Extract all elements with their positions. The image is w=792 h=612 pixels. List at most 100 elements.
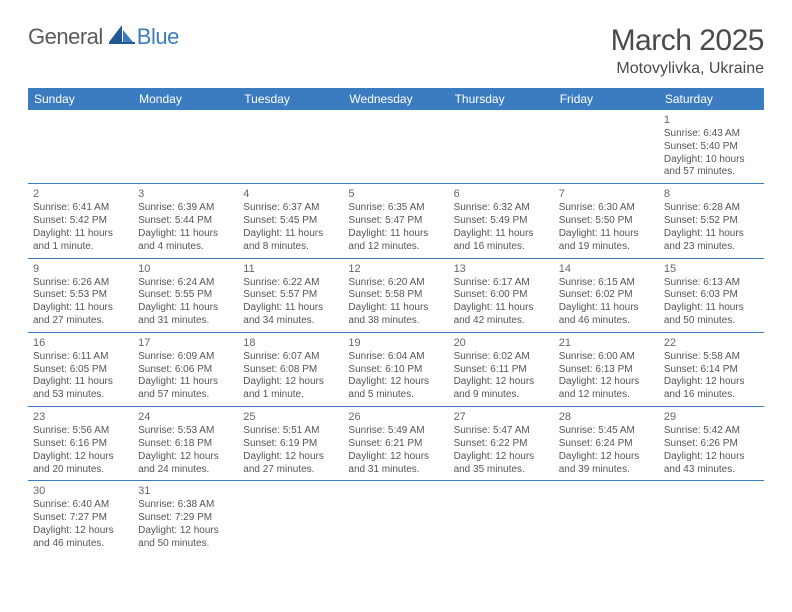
day-daylight: Daylight: 12 hours and 9 minutes.: [454, 376, 549, 402]
logo-text-blue: Blue: [137, 24, 179, 50]
logo: General Blue: [28, 24, 179, 50]
day-sunrise: Sunrise: 6:20 AM: [348, 277, 443, 290]
calendar-day-empty: [449, 481, 554, 555]
day-sunrise: Sunrise: 6:13 AM: [664, 277, 759, 290]
day-sunset: Sunset: 6:26 PM: [664, 438, 759, 451]
day-daylight: Daylight: 12 hours and 16 minutes.: [664, 376, 759, 402]
day-sunset: Sunset: 5:44 PM: [138, 215, 233, 228]
day-number: 8: [664, 187, 759, 201]
calendar-day: 18Sunrise: 6:07 AMSunset: 6:08 PMDayligh…: [238, 332, 343, 406]
day-header: Friday: [554, 88, 659, 110]
calendar-day: 29Sunrise: 5:42 AMSunset: 6:26 PMDayligh…: [659, 407, 764, 481]
day-number: 17: [138, 336, 233, 350]
day-daylight: Daylight: 12 hours and 20 minutes.: [33, 451, 128, 477]
day-sunrise: Sunrise: 6:11 AM: [33, 351, 128, 364]
location: Motovylivka, Ukraine: [611, 60, 764, 78]
day-number: 14: [559, 262, 654, 276]
logo-sail-icon: [109, 25, 135, 50]
day-number: 5: [348, 187, 443, 201]
title-block: March 2025 Motovylivka, Ukraine: [611, 24, 764, 78]
calendar-day: 27Sunrise: 5:47 AMSunset: 6:22 PMDayligh…: [449, 407, 554, 481]
calendar-day-empty: [449, 110, 554, 184]
day-daylight: Daylight: 11 hours and 23 minutes.: [664, 228, 759, 254]
day-sunrise: Sunrise: 6:15 AM: [559, 277, 654, 290]
calendar-day: 25Sunrise: 5:51 AMSunset: 6:19 PMDayligh…: [238, 407, 343, 481]
day-number: 25: [243, 410, 338, 424]
calendar-day: 7Sunrise: 6:30 AMSunset: 5:50 PMDaylight…: [554, 184, 659, 258]
day-sunset: Sunset: 5:45 PM: [243, 215, 338, 228]
calendar-day: 24Sunrise: 5:53 AMSunset: 6:18 PMDayligh…: [133, 407, 238, 481]
day-sunset: Sunset: 6:14 PM: [664, 364, 759, 377]
day-daylight: Daylight: 12 hours and 31 minutes.: [348, 451, 443, 477]
calendar-day: 8Sunrise: 6:28 AMSunset: 5:52 PMDaylight…: [659, 184, 764, 258]
day-sunrise: Sunrise: 6:38 AM: [138, 499, 233, 512]
day-daylight: Daylight: 10 hours and 57 minutes.: [664, 154, 759, 180]
day-sunrise: Sunrise: 6:30 AM: [559, 202, 654, 215]
calendar-day-empty: [238, 481, 343, 555]
day-sunrise: Sunrise: 6:09 AM: [138, 351, 233, 364]
day-sunrise: Sunrise: 6:39 AM: [138, 202, 233, 215]
day-sunrise: Sunrise: 6:00 AM: [559, 351, 654, 364]
calendar-day: 26Sunrise: 5:49 AMSunset: 6:21 PMDayligh…: [343, 407, 448, 481]
day-sunrise: Sunrise: 6:35 AM: [348, 202, 443, 215]
day-header: Tuesday: [238, 88, 343, 110]
day-sunrise: Sunrise: 6:26 AM: [33, 277, 128, 290]
day-sunset: Sunset: 6:16 PM: [33, 438, 128, 451]
day-daylight: Daylight: 11 hours and 53 minutes.: [33, 376, 128, 402]
day-sunset: Sunset: 5:47 PM: [348, 215, 443, 228]
day-number: 3: [138, 187, 233, 201]
day-sunrise: Sunrise: 6:04 AM: [348, 351, 443, 364]
day-number: 4: [243, 187, 338, 201]
day-sunset: Sunset: 5:55 PM: [138, 289, 233, 302]
day-sunset: Sunset: 6:22 PM: [454, 438, 549, 451]
calendar-day: 31Sunrise: 6:38 AMSunset: 7:29 PMDayligh…: [133, 481, 238, 555]
day-number: 30: [33, 484, 128, 498]
day-sunrise: Sunrise: 5:47 AM: [454, 425, 549, 438]
day-sunset: Sunset: 6:21 PM: [348, 438, 443, 451]
day-header: Wednesday: [343, 88, 448, 110]
day-sunrise: Sunrise: 6:22 AM: [243, 277, 338, 290]
day-daylight: Daylight: 12 hours and 35 minutes.: [454, 451, 549, 477]
day-daylight: Daylight: 11 hours and 4 minutes.: [138, 228, 233, 254]
day-sunrise: Sunrise: 5:42 AM: [664, 425, 759, 438]
day-number: 2: [33, 187, 128, 201]
calendar-day: 21Sunrise: 6:00 AMSunset: 6:13 PMDayligh…: [554, 332, 659, 406]
day-sunrise: Sunrise: 6:40 AM: [33, 499, 128, 512]
day-sunset: Sunset: 5:58 PM: [348, 289, 443, 302]
day-header: Sunday: [28, 88, 133, 110]
calendar-day: 5Sunrise: 6:35 AMSunset: 5:47 PMDaylight…: [343, 184, 448, 258]
day-sunset: Sunset: 6:03 PM: [664, 289, 759, 302]
calendar-week: 1Sunrise: 6:43 AMSunset: 5:40 PMDaylight…: [28, 110, 764, 184]
day-header: Monday: [133, 88, 238, 110]
day-daylight: Daylight: 11 hours and 19 minutes.: [559, 228, 654, 254]
day-sunset: Sunset: 6:02 PM: [559, 289, 654, 302]
day-sunrise: Sunrise: 6:37 AM: [243, 202, 338, 215]
calendar-day: 22Sunrise: 5:58 AMSunset: 6:14 PMDayligh…: [659, 332, 764, 406]
day-number: 1: [664, 113, 759, 127]
day-number: 15: [664, 262, 759, 276]
day-number: 31: [138, 484, 233, 498]
day-sunrise: Sunrise: 6:17 AM: [454, 277, 549, 290]
day-number: 10: [138, 262, 233, 276]
day-daylight: Daylight: 11 hours and 42 minutes.: [454, 302, 549, 328]
calendar-day-empty: [343, 481, 448, 555]
day-sunrise: Sunrise: 6:07 AM: [243, 351, 338, 364]
calendar-day: 15Sunrise: 6:13 AMSunset: 6:03 PMDayligh…: [659, 258, 764, 332]
day-sunset: Sunset: 6:06 PM: [138, 364, 233, 377]
day-sunset: Sunset: 6:08 PM: [243, 364, 338, 377]
calendar-day: 28Sunrise: 5:45 AMSunset: 6:24 PMDayligh…: [554, 407, 659, 481]
day-sunrise: Sunrise: 6:32 AM: [454, 202, 549, 215]
calendar-day: 4Sunrise: 6:37 AMSunset: 5:45 PMDaylight…: [238, 184, 343, 258]
day-daylight: Daylight: 11 hours and 57 minutes.: [138, 376, 233, 402]
day-daylight: Daylight: 11 hours and 8 minutes.: [243, 228, 338, 254]
calendar-day: 17Sunrise: 6:09 AMSunset: 6:06 PMDayligh…: [133, 332, 238, 406]
day-daylight: Daylight: 12 hours and 12 minutes.: [559, 376, 654, 402]
day-header: Saturday: [659, 88, 764, 110]
day-number: 7: [559, 187, 654, 201]
day-sunset: Sunset: 6:19 PM: [243, 438, 338, 451]
calendar-day-empty: [28, 110, 133, 184]
calendar-day: 19Sunrise: 6:04 AMSunset: 6:10 PMDayligh…: [343, 332, 448, 406]
day-sunrise: Sunrise: 6:02 AM: [454, 351, 549, 364]
day-number: 23: [33, 410, 128, 424]
day-daylight: Daylight: 11 hours and 38 minutes.: [348, 302, 443, 328]
